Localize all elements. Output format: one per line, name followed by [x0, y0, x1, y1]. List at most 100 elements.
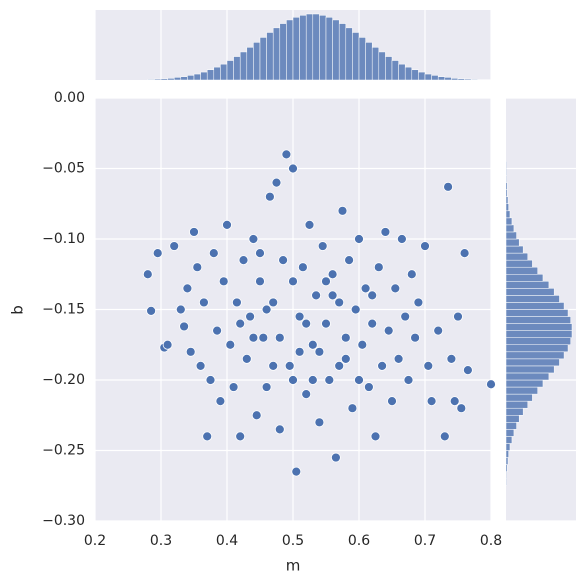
point [335, 361, 344, 370]
point [275, 425, 284, 434]
point [153, 249, 162, 258]
histogram-bar [201, 72, 208, 80]
y-tick-label: −0.10 [42, 231, 85, 247]
histogram-bar [506, 225, 514, 232]
point [447, 354, 456, 363]
point [269, 298, 278, 307]
point [454, 312, 463, 321]
point [252, 411, 261, 420]
x-axis-label: m [286, 557, 301, 575]
x-tick-label: 0.6 [348, 533, 370, 549]
histogram-bar [319, 15, 326, 80]
histogram-bar [506, 218, 512, 225]
point [463, 366, 472, 375]
histogram-bar [506, 267, 538, 274]
point [236, 319, 245, 328]
point [180, 322, 189, 331]
point [298, 263, 307, 272]
histogram-bar [506, 239, 519, 246]
histogram-bar [506, 472, 507, 479]
point [183, 284, 192, 293]
histogram-bar [168, 78, 175, 80]
histogram-bar [392, 61, 399, 80]
histogram-bar [154, 79, 161, 80]
histogram-bar [506, 288, 554, 295]
histogram-bar [506, 373, 549, 380]
point [199, 298, 208, 307]
histogram-bar [207, 70, 214, 80]
point [262, 305, 271, 314]
point [223, 220, 232, 229]
point [384, 326, 393, 335]
point [282, 150, 291, 159]
point [302, 319, 311, 328]
point [265, 192, 274, 201]
histogram-bar [253, 42, 260, 80]
histogram-bar [418, 72, 425, 80]
point [226, 340, 235, 349]
point [434, 326, 443, 335]
histogram-bar [506, 451, 509, 458]
histogram-bar [220, 64, 227, 80]
point [341, 354, 350, 363]
point [315, 418, 324, 427]
histogram-bar [372, 47, 379, 80]
histogram-bar [293, 17, 300, 80]
histogram-bar [506, 183, 507, 190]
point [322, 277, 331, 286]
y-tick-label: −0.05 [42, 161, 85, 177]
histogram-bar [333, 20, 340, 80]
histogram-bar [506, 260, 532, 267]
point [411, 333, 420, 342]
point [269, 361, 278, 370]
histogram-bar [174, 77, 181, 80]
histogram-bar [506, 253, 528, 260]
point [397, 235, 406, 244]
point [216, 397, 225, 406]
histogram-bar [366, 42, 373, 80]
point [358, 340, 367, 349]
point [322, 319, 331, 328]
histogram-bar [506, 197, 508, 204]
point [219, 277, 228, 286]
histogram-bar [432, 75, 439, 80]
histogram-bar [438, 77, 445, 80]
point [325, 376, 334, 385]
histogram-bar [148, 79, 155, 80]
point [348, 404, 357, 413]
histogram-bar [326, 17, 333, 80]
histogram-bar [506, 281, 549, 288]
histogram-bar [445, 77, 452, 80]
point [206, 376, 215, 385]
point [368, 319, 377, 328]
histogram-bar [247, 47, 254, 80]
histogram-bar [506, 274, 543, 281]
x-tick-label: 0.8 [480, 533, 502, 549]
point [292, 467, 301, 476]
point [190, 227, 199, 236]
histogram-bar [425, 74, 432, 80]
point [355, 235, 364, 244]
histogram-bar [506, 324, 572, 331]
point [259, 333, 268, 342]
histogram-bar [506, 302, 564, 309]
histogram-bar [267, 32, 274, 80]
histogram-bar [465, 79, 472, 80]
point [242, 354, 251, 363]
point [275, 333, 284, 342]
histogram-bar [240, 52, 247, 80]
point [289, 277, 298, 286]
point [239, 256, 248, 265]
histogram-bar [379, 52, 386, 80]
histogram-bar [161, 79, 168, 80]
point [394, 354, 403, 363]
point [256, 277, 265, 286]
histogram-bar [506, 295, 559, 302]
histogram-bar [506, 408, 523, 415]
y-tick-label: −0.30 [42, 513, 85, 529]
histogram-bar [181, 77, 188, 80]
y-tick-label: −0.25 [42, 443, 85, 459]
point [295, 312, 304, 321]
point [315, 347, 324, 356]
